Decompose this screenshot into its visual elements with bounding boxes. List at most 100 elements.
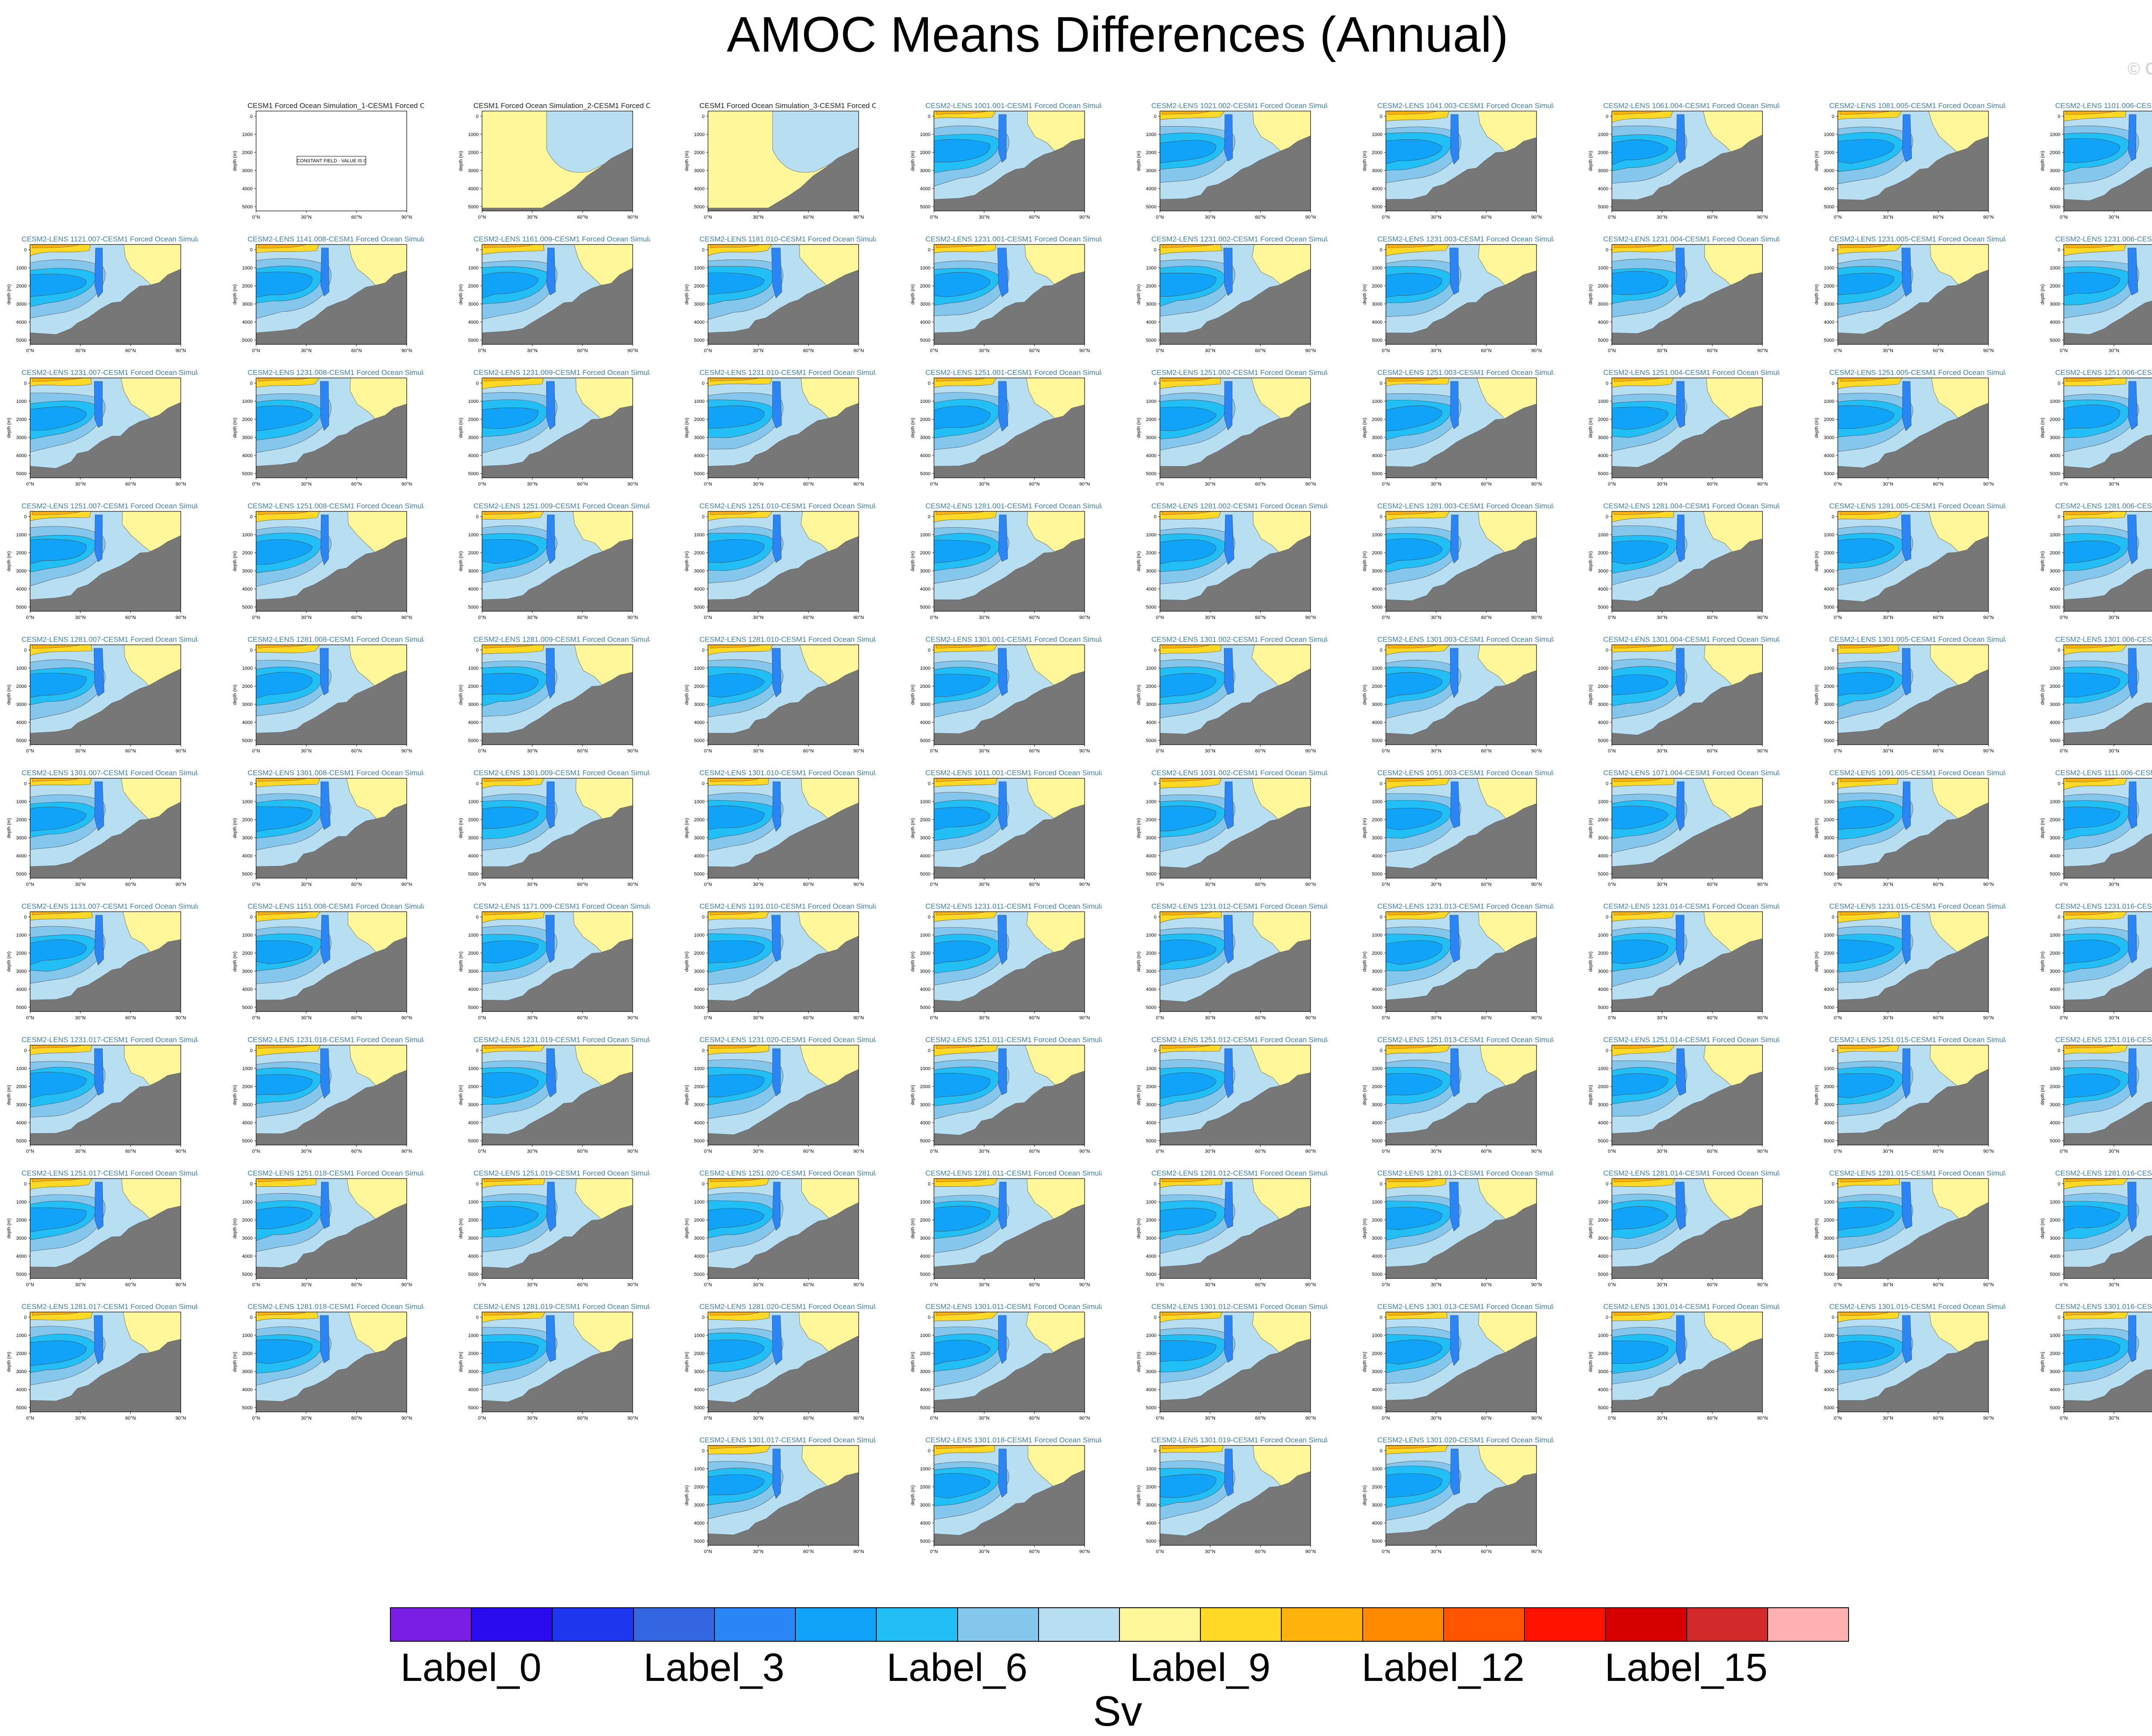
x-tick-label: 90°N [1757, 482, 1768, 487]
panel-title: CESM2-LENS 1251.015-CESM1 Forced Ocean S… [1829, 1036, 2006, 1044]
bathymetry [1837, 136, 1989, 211]
y-tick-label: 4000 [694, 1521, 705, 1526]
plot-frame [30, 511, 181, 612]
bathymetry [708, 536, 859, 612]
surface-positive [32, 1178, 81, 1182]
bathymetry [2063, 702, 2152, 745]
y-tick-label: 0 [1380, 1182, 1382, 1187]
plot-frame [2063, 244, 2152, 345]
plot-frame [934, 1312, 1085, 1412]
plot-frame [482, 1045, 633, 1145]
bathymetry [1611, 1338, 1763, 1412]
surface-positive [710, 1178, 761, 1182]
panel-title: CESM2-LENS 1191.010-CESM1 Forced Ocean S… [699, 902, 876, 910]
surface-positive [936, 378, 986, 382]
x-tick-label: 90°N [628, 882, 638, 887]
y-tick-label: 1000 [1824, 532, 1834, 538]
plot-frame [1385, 778, 1537, 879]
plume [1223, 248, 1233, 296]
y-axis-label: depth (m) [232, 284, 238, 304]
surface-positive [710, 911, 759, 916]
plume [1224, 1182, 1233, 1229]
y-tick-label: 3000 [468, 702, 479, 707]
y-tick-label: 2000 [1598, 417, 1608, 422]
bathymetry [1385, 803, 1537, 879]
y-tick-label: 5000 [16, 738, 27, 743]
plume [2127, 248, 2138, 296]
x-tick-label: 90°N [628, 1416, 638, 1421]
y-tick-label: 4000 [1824, 453, 1834, 458]
panel: CESM2-LENS 1251.008-CESM1 Forced Ocean S… [232, 502, 424, 620]
colorbar-box [1362, 1607, 1444, 1642]
negative-region [256, 940, 312, 964]
y-tick-label: 4000 [16, 587, 27, 592]
bathymetry [934, 405, 1085, 478]
y-tick-label: 5000 [468, 1005, 479, 1010]
surface-positive [1614, 1178, 1664, 1182]
y-tick-label: 0 [250, 781, 253, 786]
plot-frame [1611, 244, 1763, 345]
y-tick-label: 1000 [1372, 532, 1382, 538]
x-tick-label: 0°N [704, 1416, 712, 1421]
panel-title: CESM2-LENS 1081.005-CESM1 Forced Ocean S… [1829, 102, 2006, 110]
plume [94, 915, 104, 965]
y-tick-label: 2000 [16, 684, 27, 689]
x-tick-label: 0°N [930, 482, 938, 487]
x-tick-label: 90°N [1531, 882, 1542, 887]
x-tick-label: 60°N [1481, 1416, 1492, 1421]
x-tick-label: 60°N [351, 1015, 362, 1021]
plume [998, 1048, 1007, 1095]
panel: CESM2-LENS 1301.006-CESM1 Forced Ocean S… [2040, 635, 2152, 754]
y-tick-label: 5000 [242, 338, 253, 343]
x-tick-label: 30°N [753, 749, 764, 754]
y-tick-label: 1000 [920, 1333, 931, 1338]
panel: CESM2-LENS 1301.014-CESM1 Forced Ocean S… [1588, 1303, 1780, 1421]
plume [2127, 915, 2137, 963]
negative-region [1385, 538, 1442, 565]
x-tick-label: 0°N [1156, 1549, 1164, 1554]
negative-region [708, 805, 764, 830]
y-tick-label: 4000 [1372, 1387, 1382, 1393]
panel-title: CESM2-LENS 1231.015-CESM1 Forced Ocean S… [1829, 902, 2006, 910]
bathymetry [1159, 668, 1311, 745]
negative-region [1611, 806, 1668, 829]
y-tick-label: 4000 [468, 1120, 479, 1126]
x-tick-label: 60°N [803, 749, 814, 754]
panel-title: CESM2-LENS 1231.003-CESM1 Forced Ocean S… [1377, 235, 1554, 243]
plot-frame [708, 1312, 859, 1412]
x-tick-label: 60°N [125, 482, 136, 487]
x-tick-label: 0°N [930, 1149, 938, 1154]
y-tick-label: 0 [1154, 648, 1156, 653]
panel: CESM1 Forced Ocean Simulation_2-CESM1 Fo… [458, 102, 650, 220]
plot-frame [2063, 111, 2152, 211]
y-tick-label: 3000 [242, 1236, 253, 1241]
panel-title: CESM2-LENS 1301.006-CESM1 Forced Ocean S… [2055, 635, 2152, 644]
y-tick-label: 1000 [920, 1066, 931, 1071]
x-tick-label: 60°N [577, 1416, 588, 1421]
y-tick-label: 0 [1606, 648, 1608, 653]
panel: CESM2-LENS 1231.018-CESM1 Forced Ocean S… [232, 1036, 424, 1154]
x-tick-label: 30°N [1883, 348, 1893, 353]
y-axis-label: depth (m) [684, 1218, 690, 1238]
y-tick-label: 0 [2058, 781, 2060, 786]
negative-region [256, 806, 312, 832]
x-tick-label: 90°N [1305, 215, 1316, 220]
y-axis-label: depth (m) [684, 418, 690, 438]
y-tick-label: 4000 [1824, 1254, 1834, 1259]
x-tick-label: 60°N [803, 482, 814, 487]
plume [1450, 1048, 1460, 1097]
plot-frame [1159, 244, 1311, 345]
x-tick-label: 30°N [2109, 1015, 2119, 1021]
y-tick-label: 4000 [1372, 320, 1382, 325]
x-tick-label: 30°N [753, 882, 764, 887]
plume [546, 1315, 556, 1362]
y-tick-label: 3000 [2050, 836, 2060, 841]
plot-frame [2063, 1312, 2152, 1412]
y-tick-label: 3000 [242, 969, 253, 974]
y-tick-label: 2000 [694, 1485, 705, 1490]
bathymetry [1837, 536, 1989, 612]
x-tick-label: 30°N [1205, 482, 1215, 487]
